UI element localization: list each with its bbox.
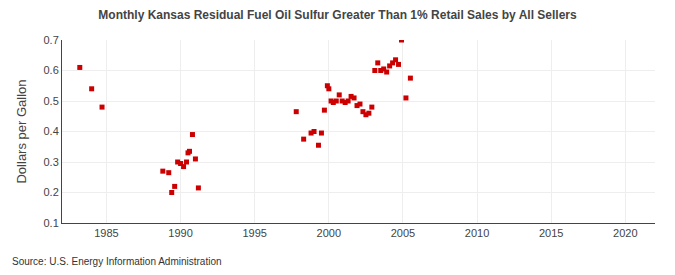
svg-text:Dollars per Gallon: Dollars per Gallon <box>14 79 29 183</box>
svg-text:2010: 2010 <box>465 227 489 239</box>
svg-text:0.6: 0.6 <box>44 64 59 76</box>
svg-text:0.1: 0.1 <box>44 217 59 229</box>
svg-text:0.7: 0.7 <box>44 34 59 46</box>
svg-text:0.5: 0.5 <box>44 95 59 107</box>
svg-text:0.4: 0.4 <box>44 125 59 137</box>
svg-text:1985: 1985 <box>94 227 118 239</box>
svg-text:1990: 1990 <box>168 227 192 239</box>
svg-text:2020: 2020 <box>613 227 637 239</box>
svg-text:2000: 2000 <box>317 227 341 239</box>
svg-text:0.2: 0.2 <box>44 186 59 198</box>
svg-text:0.3: 0.3 <box>44 156 59 168</box>
svg-text:2005: 2005 <box>391 227 415 239</box>
svg-text:2015: 2015 <box>539 227 563 239</box>
svg-text:Monthly Kansas Residual Fuel O: Monthly Kansas Residual Fuel Oil Sulfur … <box>98 8 577 22</box>
svg-text:Source: U.S. Energy Informatio: Source: U.S. Energy Information Administ… <box>12 256 222 267</box>
svg-text:1995: 1995 <box>242 227 266 239</box>
